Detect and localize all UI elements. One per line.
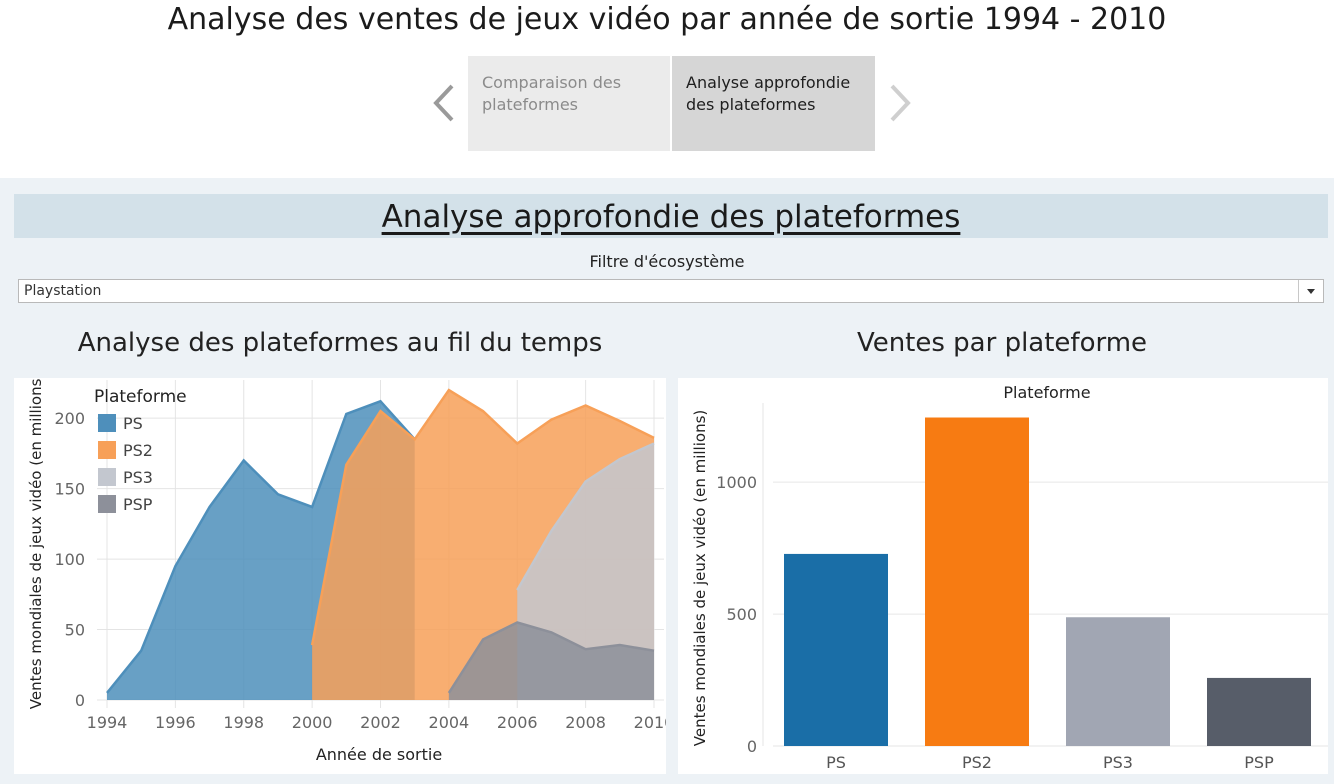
area-chart[interactable]: 0 50 100 150 200 1994 1996 1998 2000 2002 2004 2006… [14, 373, 674, 774]
x-tick-label: PS2 [962, 753, 992, 772]
page-title: Analyse des ventes de jeux vidéo par ann… [167, 2, 1167, 37]
chevron-right-icon[interactable] [884, 80, 914, 126]
ecosystem-filter-select[interactable]: Playstation [18, 279, 1324, 303]
legend-swatch-psp [98, 495, 116, 513]
bar-ps [784, 553, 888, 746]
bar-chart-title: Ventes par plateforme [856, 328, 1148, 358]
bar-ps2 [925, 417, 1029, 746]
legend-label-ps: PS [123, 414, 143, 433]
x-tick-label: 2010 [634, 713, 666, 732]
area-chart-panel: 0 50 100 150 200 1994 1996 1998 2000 2002 2004 2006… [14, 373, 674, 774]
area-psp [448, 622, 654, 700]
y-tick-label: 500 [726, 605, 757, 624]
story-point-label-line2: des plateformes [686, 95, 816, 114]
story-point-label-line1: Comparaison des [482, 73, 622, 92]
caret-down-icon [1307, 289, 1315, 294]
x-tick-label: PSP [1244, 753, 1274, 772]
story-point-label-line2: plateformes [482, 95, 579, 114]
story-point-label-line1: Analyse approfondie [686, 73, 851, 92]
x-tick-label: 1998 [223, 713, 264, 732]
bar-chart-header: Plateforme [1003, 383, 1090, 402]
x-tick-label: 2002 [360, 713, 401, 732]
dropdown-button[interactable] [1298, 280, 1323, 302]
y-axis-label: Ventes mondiales de jeux vidéo (en milli… [691, 410, 709, 746]
y-tick-label: 50 [65, 621, 85, 640]
legend-label-psp: PSP [123, 495, 153, 514]
y-tick-label: 150 [54, 480, 85, 499]
line-ps [106, 399, 416, 694]
legend-swatch-ps2 [98, 441, 116, 459]
legend-swatch-ps3 [98, 468, 116, 486]
y-tick-label: 0 [75, 691, 85, 710]
x-tick-label: 2004 [429, 713, 470, 732]
line-psp [447, 621, 655, 694]
y-tick-label: 100 [54, 550, 85, 569]
x-tick-label: 2006 [497, 713, 538, 732]
line-ps3 [516, 442, 655, 591]
bar-chart[interactable]: Plateforme 0 500 1000 PS PS2 PS3 PSP Ventes mond… [678, 378, 1328, 774]
line-ps2 [310, 388, 655, 646]
filter-selected-value: Playstation [24, 283, 102, 299]
x-tick-label: 1996 [155, 713, 196, 732]
bar-ps3 [1066, 617, 1170, 746]
y-tick-label: 1000 [716, 473, 757, 492]
area-chart-title: Analyse des plateformes au fil du temps [77, 328, 603, 358]
chevron-left-icon[interactable] [430, 80, 460, 126]
x-tick-label: 2008 [565, 713, 606, 732]
legend-swatch-ps [98, 414, 116, 432]
legend-label-ps2: PS2 [123, 441, 153, 460]
x-axis-label: Année de sortie [316, 745, 442, 764]
dashboard-header: Analyse approfondie des plateformes [14, 194, 1328, 238]
bar-chart-panel: Plateforme 0 500 1000 PS PS2 PS3 PSP Ventes mond… [678, 378, 1328, 774]
legend-title: Plateforme [94, 387, 187, 407]
y-tick-label: 0 [747, 737, 757, 756]
x-tick-label: 2000 [292, 713, 333, 732]
dashboard-title: Analyse approfondie des plateformes [381, 199, 961, 235]
y-axis-label: Ventes mondiales de jeux vidéo (en milli… [27, 378, 45, 709]
x-tick-label: 1994 [87, 713, 128, 732]
filter-label: Filtre d'écosystème [589, 252, 745, 271]
legend-label-ps3: PS3 [123, 468, 153, 487]
story-point-comparaison[interactable]: Comparaison des plateformes [468, 56, 670, 151]
bar-psp [1207, 677, 1311, 746]
x-tick-label: PS3 [1103, 753, 1133, 772]
y-tick-label: 200 [54, 409, 85, 428]
story-point-analyse[interactable]: Analyse approfondie des plateformes [672, 56, 875, 151]
x-tick-label: PS [826, 753, 846, 772]
